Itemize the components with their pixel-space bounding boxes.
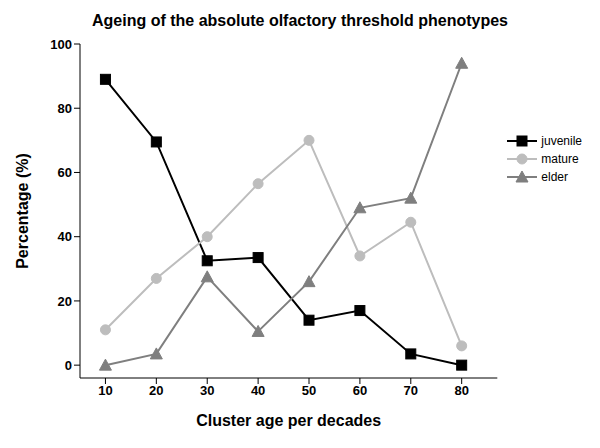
html-text:juvenile: juvenile [541,134,582,148]
svg-text:40: 40 [251,383,265,398]
svg-text:Cluster age per decades: Cluster age per decades [196,412,381,429]
svg-text:80: 80 [454,383,468,398]
svg-text:10: 10 [98,383,112,398]
svg-text:Percentage (%): Percentage (%) [14,153,31,269]
html-text:Ageing of the absolute olfacto: Ageing of the absolute olfactory thresho… [92,12,508,29]
svg-text:60: 60 [58,165,72,180]
svg-text:40: 40 [58,229,72,244]
svg-text:80: 80 [58,101,72,116]
svg-text:20: 20 [149,383,163,398]
svg-text:0: 0 [65,358,72,373]
svg-text:70: 70 [404,383,418,398]
svg-text:20: 20 [58,294,72,309]
svg-text:100: 100 [50,37,72,52]
html-text:mature: mature [541,152,579,166]
svg-text:30: 30 [200,383,214,398]
html-text:elder: elder [541,170,568,184]
svg-text:60: 60 [353,383,367,398]
svg-text:50: 50 [302,383,316,398]
